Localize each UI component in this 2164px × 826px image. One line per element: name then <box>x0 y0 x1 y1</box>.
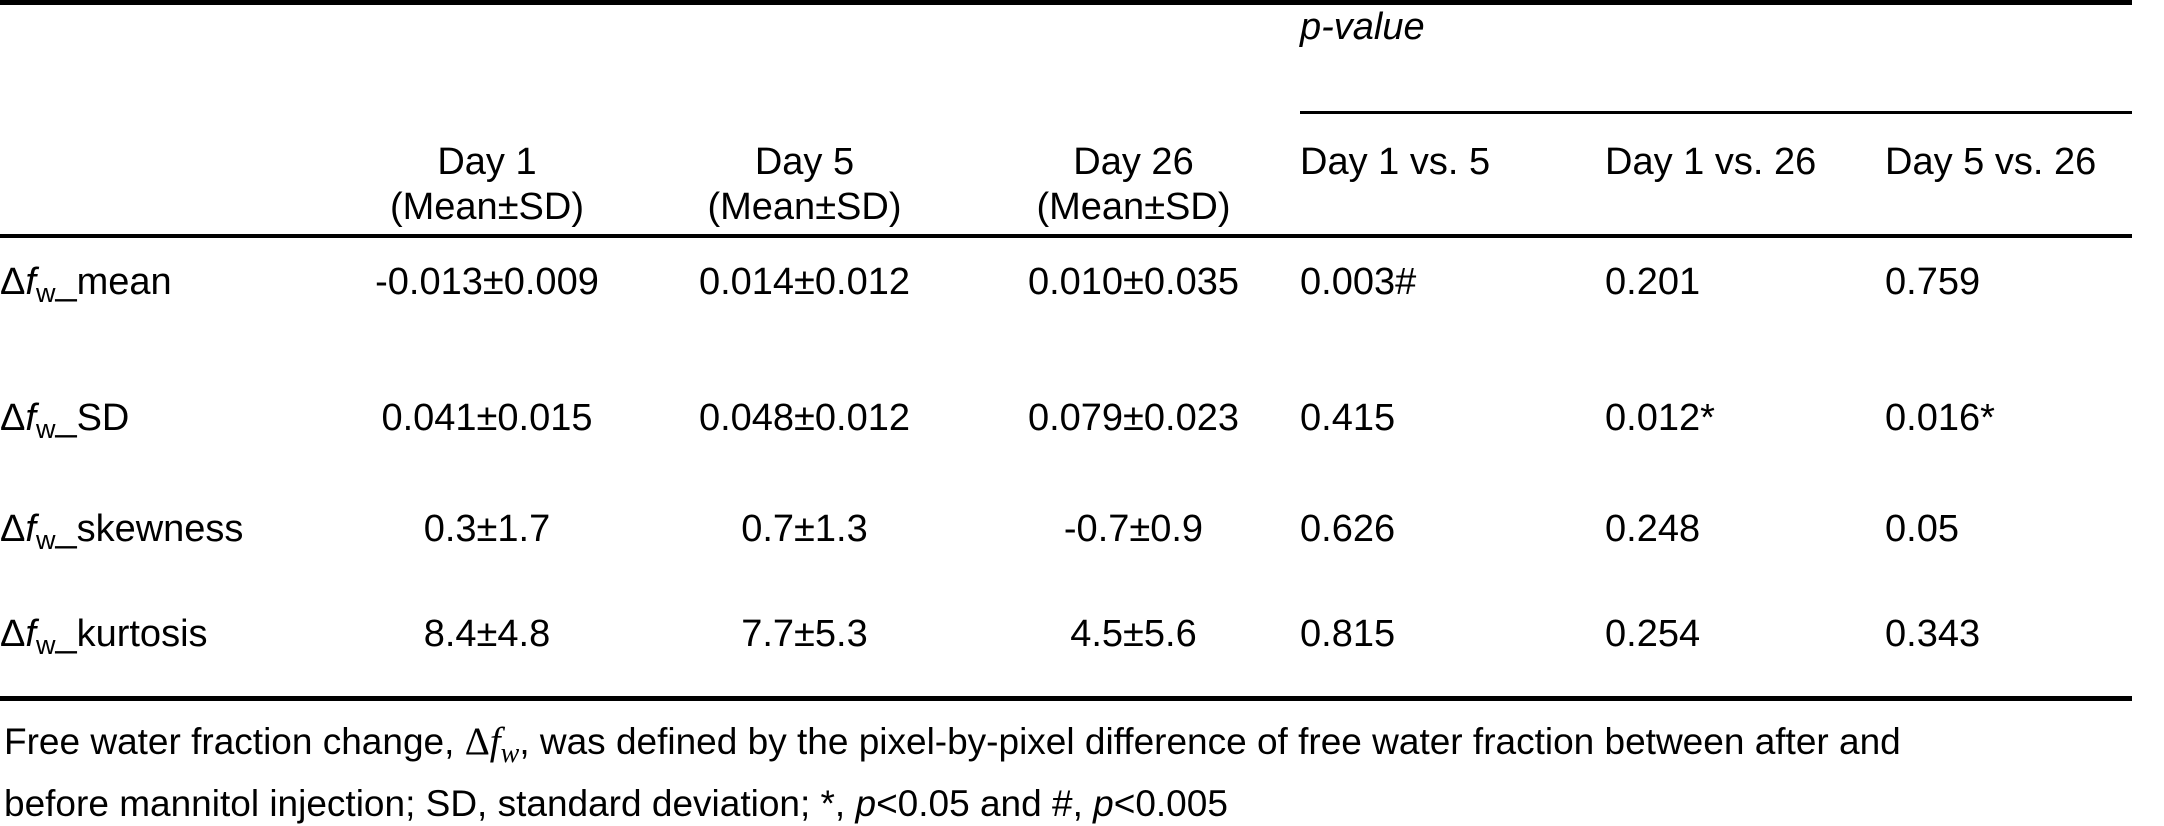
f-symbol: f <box>25 397 36 439</box>
col-header-day1-subtitle: (Mean±SD) <box>389 186 584 228</box>
row-label-suffix: _mean <box>55 261 172 303</box>
cell-kurtosis-p1v26: 0.254 <box>1605 588 1885 701</box>
delta-symbol: Δ <box>0 261 26 303</box>
col-header-day5-subtitle: (Mean±SD) <box>707 186 902 228</box>
pvalue-header-row: p-value <box>0 5 2132 114</box>
delta-symbol: Δ <box>464 720 490 763</box>
row-label-suffix: _SD <box>55 397 130 439</box>
f-symbol: f <box>25 508 36 550</box>
cell-kurtosis-day5: 7.7±5.3 <box>642 588 967 701</box>
subscript-w: w <box>500 738 520 769</box>
cell-kurtosis-day1: 8.4±4.8 <box>332 588 642 701</box>
table-row-kurtosis: Δfw_kurtosis 8.4±4.8 7.7±5.3 4.5±5.6 0.8… <box>0 588 2132 701</box>
col-header-day26-subtitle: (Mean±SD) <box>1036 186 1231 228</box>
footnote-line-2: before mannitol injection; SD, standard … <box>4 773 2164 826</box>
cell-skewness-p1v5: 0.626 <box>1300 508 1396 550</box>
table-row-skewness: Δfw_skewness 0.3±1.7 0.7±1.3 -0.7±0.9 0.… <box>0 482 2132 588</box>
cell-sd-day1: 0.041±0.015 <box>381 397 593 439</box>
cell-kurtosis-p1v5: 0.815 <box>1300 588 1605 701</box>
delta-fw-math-symbol: Δfw <box>464 720 520 768</box>
col-header-day26: Day 26 (Mean±SD) <box>967 114 1300 238</box>
cell-mean-p1v5: 0.003# <box>1300 261 1417 303</box>
cell-sd-day26: 0.079±0.023 <box>1027 397 1240 439</box>
table-row-mean: Δfw_mean -0.013±0.009 0.014±0.012 0.010±… <box>0 238 2132 352</box>
delta-symbol: Δ <box>0 397 26 439</box>
row-label-suffix: _kurtosis <box>55 613 208 655</box>
cell-kurtosis-p5v26: 0.343 <box>1885 588 2132 701</box>
footnote-text: <0.05 and #, <box>876 783 1094 824</box>
table-row-sd: Δfw_SD 0.041±0.015 0.048±0.012 0.079±0.0… <box>0 352 2132 482</box>
subscript-w: w <box>35 278 56 308</box>
subscript-w: w <box>35 414 56 444</box>
footnote-line-1: Free water fraction change, Δfw, was def… <box>4 711 2164 773</box>
empty-header-cell <box>0 114 332 238</box>
row-label-mean: Δfw_mean <box>0 238 332 352</box>
col-header-day1-title: Day 1 <box>437 141 537 183</box>
col-header-day5: Day 5 (Mean±SD) <box>642 114 967 238</box>
cell-mean-p1v26: 0.201 <box>1605 261 1701 303</box>
row-label-sd: Δfw_SD <box>0 352 332 482</box>
column-header-row: Day 1 (Mean±SD) Day 5 (Mean±SD) Day 26 (… <box>0 114 2132 238</box>
row-label-suffix: _skewness <box>55 508 244 550</box>
cell-sd-p1v5: 0.415 <box>1300 397 1396 439</box>
statistics-table: p-value Day 1 (Mean±SD) Day 5 (Mean±SD) … <box>0 0 2132 701</box>
delta-symbol: Δ <box>0 508 26 550</box>
pvalue-group-header: p-value <box>1300 5 2132 114</box>
cell-skewness-p1v26: 0.248 <box>1605 508 1701 550</box>
cell-skewness-day26: -0.7±0.9 <box>1063 508 1204 550</box>
f-symbol: f <box>25 613 36 655</box>
cell-mean-day1: -0.013±0.009 <box>375 261 599 303</box>
col-header-day1-vs-26: Day 1 vs. 26 <box>1605 114 1885 238</box>
f-symbol: f <box>25 261 36 303</box>
cell-skewness-day5: 0.7±1.3 <box>741 508 868 550</box>
row-label-skewness: Δfw_skewness <box>0 482 332 588</box>
cell-sd-p1v26: 0.012* <box>1605 397 1715 439</box>
cell-sd-p5v26: 0.016* <box>1885 397 1995 439</box>
p-symbol: p <box>855 783 877 824</box>
f-symbol: f <box>489 720 501 763</box>
empty-header-cell <box>0 5 1300 114</box>
col-header-day5-title: Day 5 <box>754 141 855 183</box>
table-footnote: Free water fraction change, Δfw, was def… <box>0 711 2164 826</box>
col-header-day5-vs-26: Day 5 vs. 26 <box>1885 114 2132 238</box>
col-header-day1-vs-5: Day 1 vs. 5 <box>1300 114 1605 238</box>
cell-mean-day5: 0.014±0.012 <box>698 261 911 303</box>
col-header-day26-title: Day 26 <box>1073 141 1194 183</box>
col-header-day1: Day 1 (Mean±SD) <box>332 114 642 238</box>
footnote-text: Free water fraction change, <box>4 721 465 762</box>
footnote-text: <0.005 <box>1113 783 1228 824</box>
cell-sd-day5: 0.048±0.012 <box>698 397 911 439</box>
delta-symbol: Δ <box>0 613 26 655</box>
footnote-text: before mannitol injection; SD, standard … <box>4 783 856 824</box>
p-symbol: p <box>1093 783 1114 824</box>
cell-kurtosis-day26: 4.5±5.6 <box>967 588 1300 701</box>
cell-mean-p5v26: 0.759 <box>1885 261 1981 303</box>
cell-skewness-p5v26: 0.05 <box>1885 508 1959 550</box>
subscript-w: w <box>35 525 56 555</box>
subscript-w: w <box>35 630 56 660</box>
footnote-text: , was defined by the pixel-by-pixel diff… <box>519 721 1901 762</box>
row-label-kurtosis: Δfw_kurtosis <box>0 588 332 701</box>
cell-mean-day26: 0.010±0.035 <box>1027 261 1240 303</box>
cell-skewness-day1: 0.3±1.7 <box>423 508 551 550</box>
pvalue-label: p-value <box>1300 6 1425 48</box>
